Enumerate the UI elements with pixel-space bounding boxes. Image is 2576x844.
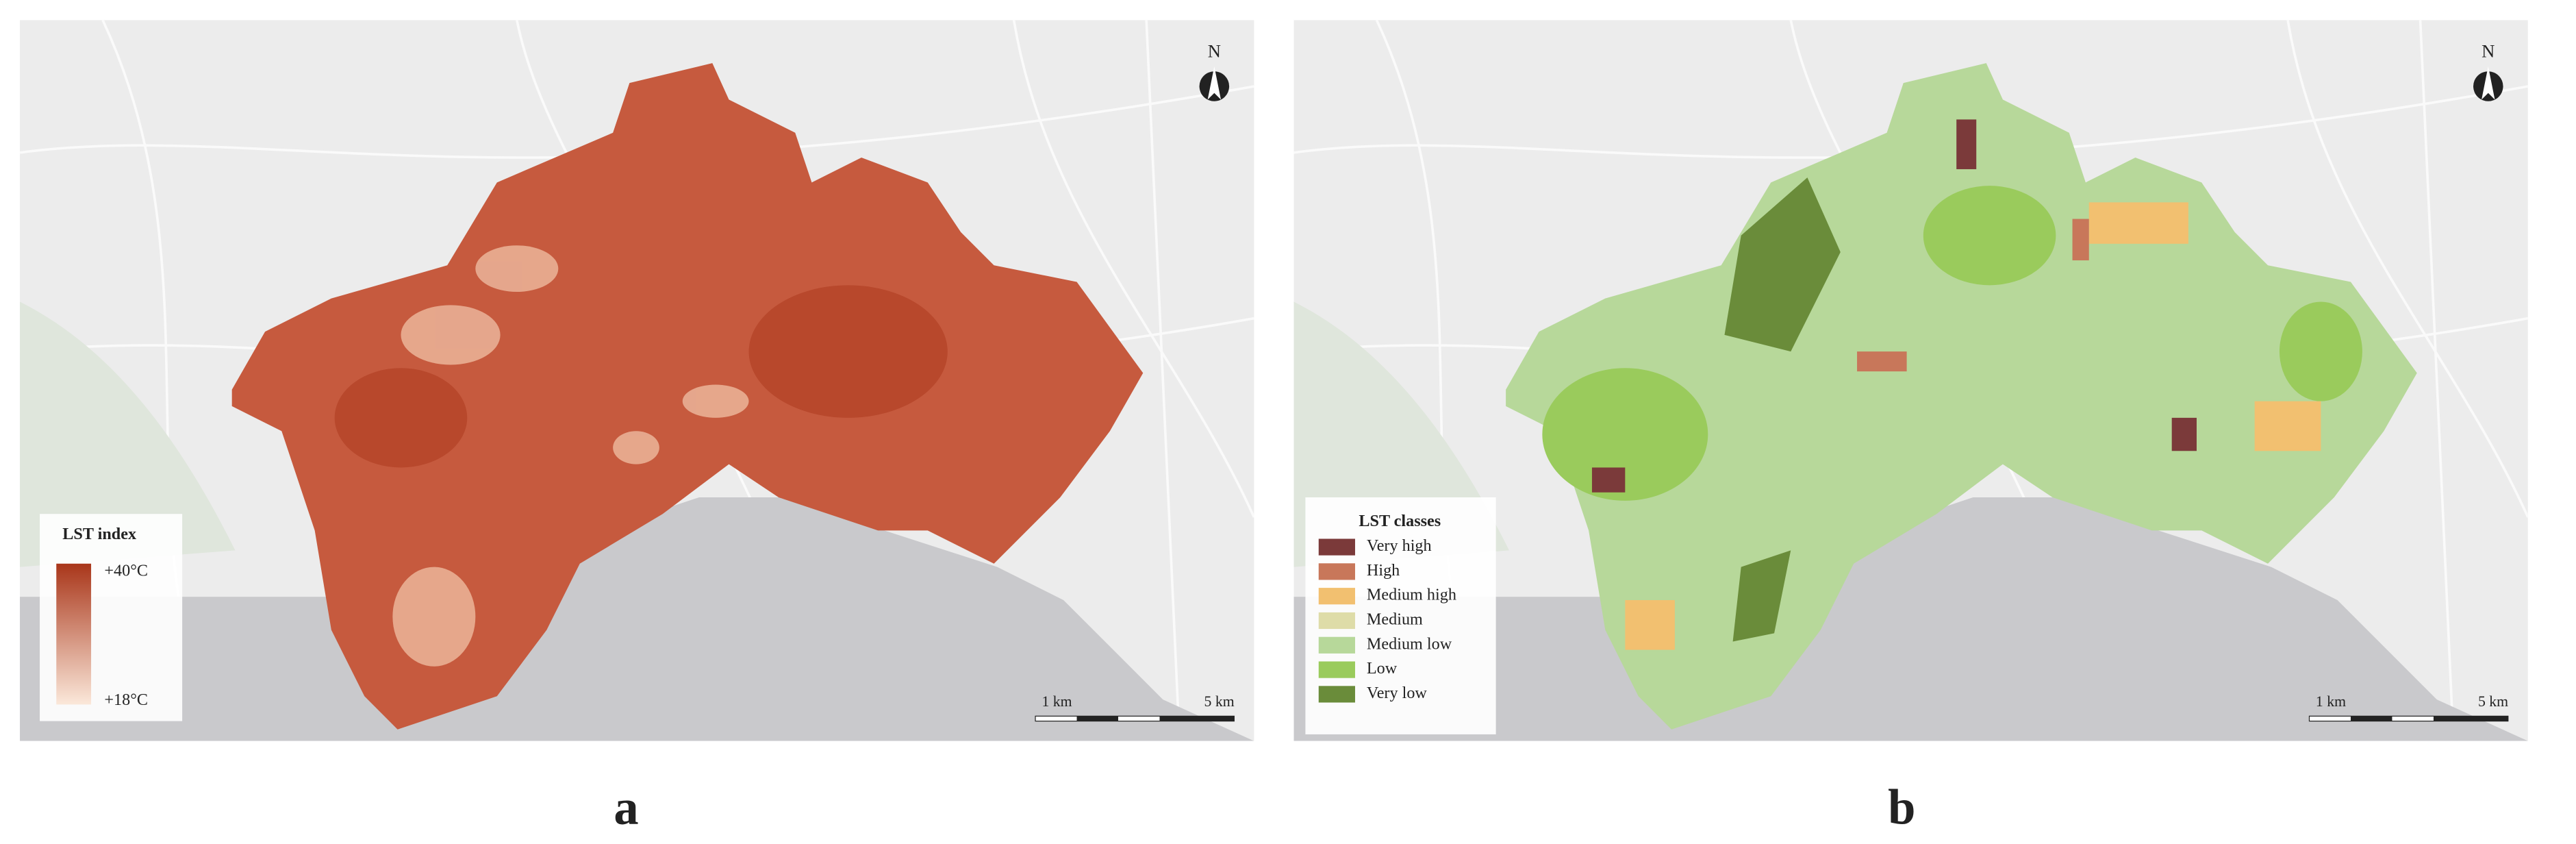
legend-swatch	[1318, 636, 1355, 654]
scale-bar	[1159, 716, 1235, 721]
legend-title: LST index	[62, 525, 136, 543]
legend-swatch	[1318, 563, 1355, 580]
legend-swatch	[1318, 588, 1355, 605]
legend-swatch	[1318, 661, 1355, 678]
panel-a: LST index +40°C +18°C N 1 km 5 km	[20, 20, 1254, 741]
north-label: N	[2482, 41, 2495, 62]
scale-bar	[1076, 716, 1119, 721]
legend-label: Low	[1367, 659, 1398, 678]
legend-label: Medium low	[1367, 634, 1452, 653]
legend-swatch	[1318, 612, 1355, 630]
legend-label: Medium	[1367, 610, 1423, 629]
legend-label: Very high	[1367, 536, 1432, 555]
legend-swatch	[1318, 686, 1355, 703]
legend-min: +18°C	[104, 691, 148, 709]
scale-bar	[2350, 716, 2392, 721]
north-arrow	[1207, 66, 1222, 100]
north-label: N	[1208, 41, 1221, 62]
legend-swatch	[1318, 538, 1355, 556]
north-arrow	[2482, 66, 2495, 100]
panel-b: LST classes Very high High Medium high Medi…	[1293, 20, 2528, 741]
scale-bar	[2433, 716, 2508, 721]
legend-label: Very low	[1367, 684, 1428, 702]
legend-label: High	[1367, 561, 1400, 580]
scale-label: 5 km	[2478, 693, 2508, 710]
legend-title: LST classes	[1359, 512, 1441, 530]
scale-label: 5 km	[1204, 693, 1235, 710]
panel-label: b	[1888, 779, 1915, 834]
scale-label: 1 km	[1041, 693, 1072, 710]
legend-max: +40°C	[104, 561, 148, 580]
legend-label: Medium high	[1367, 586, 1456, 604]
panel-label: a	[614, 779, 638, 834]
scale-label: 1 km	[2316, 693, 2346, 710]
